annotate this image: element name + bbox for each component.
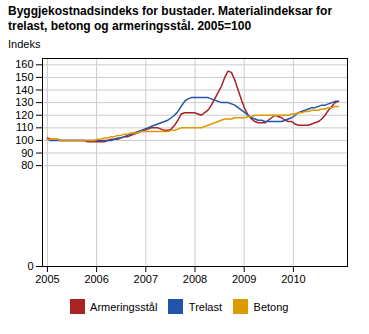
svg-text:100: 100 bbox=[15, 134, 33, 146]
svg-text:2008: 2008 bbox=[183, 273, 207, 285]
svg-text:2007: 2007 bbox=[134, 273, 158, 285]
svg-text:90: 90 bbox=[21, 147, 33, 159]
html-text:Trelast: Trelast bbox=[188, 300, 222, 313]
svg-text:0: 0 bbox=[27, 260, 33, 272]
svg-text:2005: 2005 bbox=[35, 273, 59, 285]
svg-text:2010: 2010 bbox=[281, 273, 305, 285]
html-text:Byggjekostnadsindeks for busta: Byggjekostnadsindeks for bustader. Mater… bbox=[8, 4, 333, 33]
svg-text:150: 150 bbox=[15, 71, 33, 83]
html-text:Betong: Betong bbox=[253, 300, 289, 313]
svg-text:140: 140 bbox=[15, 84, 33, 96]
html-text:Indeks: Indeks bbox=[8, 38, 41, 50]
svg-text:2009: 2009 bbox=[232, 273, 256, 285]
svg-text:160: 160 bbox=[15, 58, 33, 70]
svg-text:80: 80 bbox=[21, 159, 33, 171]
html-text:Armeringsstål: Armeringsstål bbox=[90, 300, 158, 313]
svg-text:120: 120 bbox=[15, 109, 33, 121]
svg-text:2006: 2006 bbox=[84, 273, 108, 285]
svg-text:110: 110 bbox=[16, 121, 34, 133]
svg-text:130: 130 bbox=[15, 96, 33, 108]
